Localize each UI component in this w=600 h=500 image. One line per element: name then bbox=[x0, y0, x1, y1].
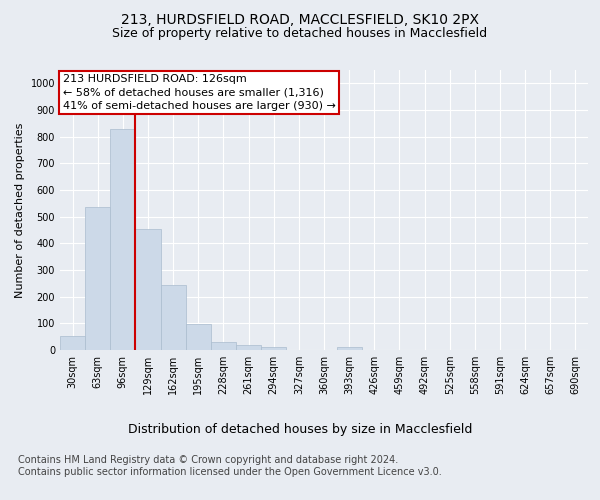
Bar bbox=[186, 324, 211, 350]
Bar bbox=[236, 345, 261, 350]
Text: Size of property relative to detached houses in Macclesfield: Size of property relative to detached ho… bbox=[112, 28, 488, 40]
Bar bbox=[261, 348, 286, 350]
Text: Distribution of detached houses by size in Macclesfield: Distribution of detached houses by size … bbox=[128, 422, 472, 436]
Y-axis label: Number of detached properties: Number of detached properties bbox=[15, 122, 25, 298]
Bar bbox=[110, 128, 136, 350]
Bar bbox=[337, 348, 362, 350]
Bar bbox=[85, 208, 110, 350]
Bar bbox=[161, 284, 186, 350]
Text: Contains HM Land Registry data © Crown copyright and database right 2024.
Contai: Contains HM Land Registry data © Crown c… bbox=[18, 455, 442, 476]
Text: 213 HURDSFIELD ROAD: 126sqm
← 58% of detached houses are smaller (1,316)
41% of : 213 HURDSFIELD ROAD: 126sqm ← 58% of det… bbox=[62, 74, 335, 110]
Text: 213, HURDSFIELD ROAD, MACCLESFIELD, SK10 2PX: 213, HURDSFIELD ROAD, MACCLESFIELD, SK10… bbox=[121, 12, 479, 26]
Bar bbox=[211, 342, 236, 350]
Bar bbox=[136, 228, 161, 350]
Bar bbox=[60, 336, 85, 350]
